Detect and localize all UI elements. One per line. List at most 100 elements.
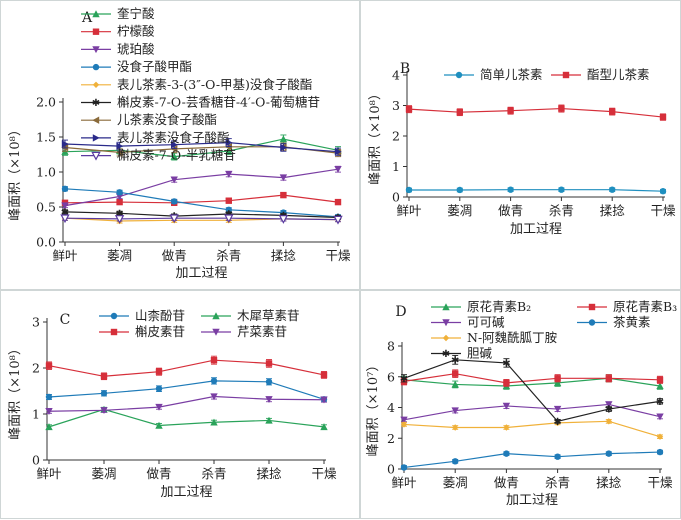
series-3	[400, 448, 664, 471]
data-point	[334, 148, 342, 156]
y-tick-label: 0	[32, 453, 40, 468]
series-line	[64, 194, 339, 204]
data-point	[605, 375, 612, 382]
legend-label: 木犀草素苷	[237, 308, 300, 323]
data-point	[116, 189, 123, 196]
y-tick-label: 3	[392, 98, 400, 113]
series-line	[48, 408, 325, 428]
series-line	[409, 189, 664, 192]
x-tick-label: 干燥	[650, 203, 676, 218]
x-axis-title: 加工过程	[506, 493, 558, 508]
panel-d: 0 2 4 6 8 鲜叶 萎凋 做青 杀青 揉捻 干燥 加工过程 峰面积（×10⁷） D ✱ ✱ ✱ ✱ ✱ ✱ 原花青…	[360, 290, 681, 519]
y-axis-title: 峰面积（×10⁸）	[8, 123, 23, 221]
legend-marker	[212, 328, 220, 336]
legend-marker	[442, 334, 450, 342]
legend-label: 原花青素B₂	[467, 299, 531, 314]
series-line	[48, 395, 325, 412]
data-point	[265, 416, 273, 424]
data-point	[116, 198, 123, 206]
legend-entry: 琥珀酸	[81, 41, 155, 56]
panel-c: 0 1 2 3 鲜叶 萎凋 做青 杀青 揉捻 干燥 加工过程 峰面积（×10⁸） C 山柰酚苷 木犀草素苷槲…	[0, 290, 360, 519]
legend-marker	[92, 63, 100, 71]
legend-marker	[92, 134, 100, 142]
series-line	[403, 451, 661, 469]
data-point	[45, 408, 53, 415]
legend-marker: ✱	[92, 98, 100, 109]
legend-marker	[442, 319, 450, 327]
data-point	[155, 385, 163, 392]
legend-label: 表儿茶素-3-(3″-O-甲基)没食子酸酯	[117, 77, 312, 92]
data-point	[210, 356, 218, 364]
legend-label: 简单儿茶素	[480, 67, 543, 82]
legend-label: 琥珀酸	[117, 41, 155, 56]
series-5: ✱ ✱ ✱ ✱ ✱ ✱	[400, 355, 664, 428]
data-point	[451, 380, 459, 388]
data-point	[405, 186, 413, 194]
x-tick-label: 杀青	[545, 475, 570, 490]
legend-label: 山柰酚苷	[135, 308, 185, 323]
data-point	[225, 138, 233, 147]
legend-label: 酯型儿茶素	[587, 67, 650, 82]
data-point	[334, 166, 342, 173]
series-1	[405, 104, 667, 121]
x-tick-label: 鲜叶	[396, 203, 422, 218]
y-tick-label: 0	[392, 190, 400, 205]
series-line	[403, 373, 661, 384]
data-point	[554, 375, 561, 382]
x-tick-label: 鲜叶	[36, 466, 62, 481]
data-point	[155, 368, 163, 375]
legend-entry: 芹菜素苷	[201, 324, 287, 339]
data-point	[452, 458, 459, 465]
series-7	[61, 138, 342, 156]
data-point	[279, 174, 288, 182]
data-point	[280, 191, 287, 199]
y-tick-label: 1.5	[36, 130, 56, 145]
x-tick-label: 揉捻	[596, 475, 622, 490]
legend-marker	[110, 328, 118, 336]
legend-entry: 表儿茶素-3-(3″-O-甲基)没食子酸酯	[81, 77, 312, 92]
legend-entry: 柠檬酸	[81, 24, 155, 39]
data-point	[279, 135, 288, 143]
data-point	[60, 214, 70, 224]
series-1	[45, 405, 328, 431]
panel-b: 0 1 2 3 4 鲜叶 萎凋 做青 杀青 揉捻 干燥 加工过程 峰面积（×10⁸） B 简单儿茶素 酯型儿茶…	[360, 0, 681, 290]
legend-entry: 简单儿茶素	[444, 67, 543, 82]
legend-label: 表儿茶素没食子酸酯	[117, 130, 230, 145]
series-1	[400, 369, 664, 387]
data-point: ✱	[502, 358, 510, 369]
data-point	[605, 450, 612, 457]
series-line	[403, 377, 661, 387]
x-axis-title: 加工过程	[175, 266, 227, 281]
data-point	[656, 376, 664, 384]
series-line	[64, 188, 339, 218]
legend-marker	[455, 71, 463, 79]
x-tick-label: 揉捻	[600, 203, 626, 218]
y-tick-label: 0	[387, 462, 395, 477]
x-tick-label: 鲜叶	[52, 248, 78, 263]
y-tick-label: 2.0	[36, 95, 56, 110]
x-tick-label: 干燥	[647, 475, 673, 490]
series-line	[48, 359, 325, 377]
x-tick-label: 鲜叶	[391, 475, 417, 490]
legend-entry: ✱ 胆碱	[431, 346, 493, 361]
data-point	[659, 113, 667, 121]
data-point	[656, 413, 664, 421]
legend-label: 柠檬酸	[117, 24, 155, 39]
y-tick-label: 4	[392, 68, 400, 83]
data-point: ✱	[605, 405, 613, 416]
data-point	[333, 215, 343, 225]
series-0	[400, 374, 664, 390]
data-point	[265, 360, 273, 367]
data-point	[170, 176, 178, 184]
legend-entry: 槲皮素苷	[99, 324, 185, 339]
series-line	[403, 359, 661, 423]
series-2	[400, 401, 664, 424]
data-point	[278, 215, 289, 224]
series-0	[405, 186, 667, 195]
legend-label: 胆碱	[467, 346, 493, 361]
data-point	[553, 405, 562, 413]
y-axis-title: 峰面积（×10⁸）	[8, 342, 23, 440]
